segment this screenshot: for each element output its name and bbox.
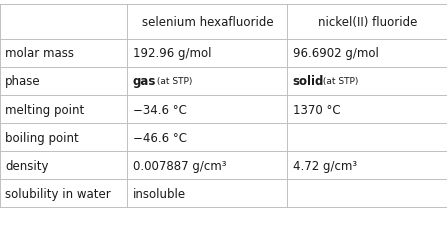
- Text: 1370 °C: 1370 °C: [293, 103, 341, 116]
- Text: solid: solid: [293, 75, 324, 88]
- Text: nickel(II) fluoride: nickel(II) fluoride: [317, 16, 417, 29]
- Text: 4.72 g/cm³: 4.72 g/cm³: [293, 159, 357, 172]
- Text: gas: gas: [133, 75, 156, 88]
- Text: phase: phase: [5, 75, 41, 88]
- Text: insoluble: insoluble: [133, 187, 186, 200]
- Text: 0.007887 g/cm³: 0.007887 g/cm³: [133, 159, 226, 172]
- Text: (at STP): (at STP): [154, 77, 193, 86]
- Text: boiling point: boiling point: [5, 131, 79, 144]
- Text: melting point: melting point: [5, 103, 84, 116]
- Text: molar mass: molar mass: [5, 47, 74, 60]
- Text: selenium hexafluoride: selenium hexafluoride: [142, 16, 273, 29]
- Text: −34.6 °C: −34.6 °C: [133, 103, 187, 116]
- Text: 96.6902 g/mol: 96.6902 g/mol: [293, 47, 379, 60]
- Text: 192.96 g/mol: 192.96 g/mol: [133, 47, 211, 60]
- Text: (at STP): (at STP): [320, 77, 358, 86]
- Text: −46.6 °C: −46.6 °C: [133, 131, 187, 144]
- Text: solubility in water: solubility in water: [5, 187, 111, 200]
- Text: density: density: [5, 159, 49, 172]
